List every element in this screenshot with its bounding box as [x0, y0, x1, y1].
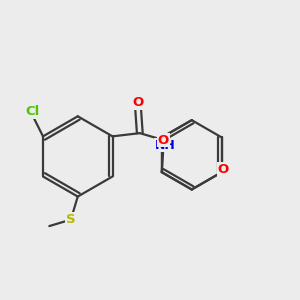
Text: NH: NH	[155, 139, 176, 152]
Text: S: S	[66, 213, 76, 226]
Text: Cl: Cl	[25, 105, 39, 119]
Text: O: O	[218, 163, 229, 176]
Text: O: O	[133, 97, 144, 110]
Text: O: O	[158, 134, 169, 146]
